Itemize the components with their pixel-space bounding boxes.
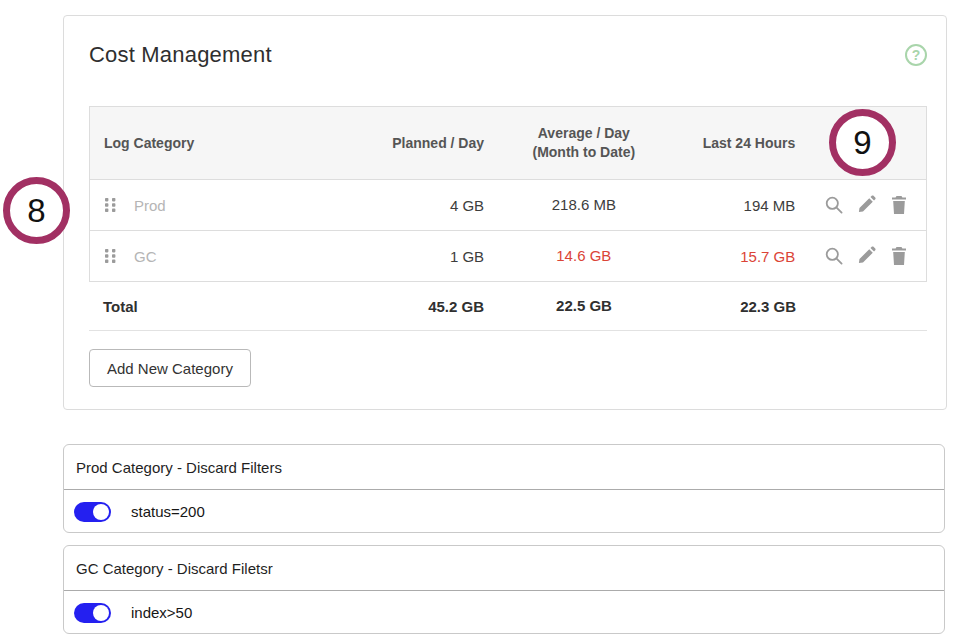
- prod-discard-filters-panel: Prod Category - Discard Filters status=2…: [63, 444, 945, 533]
- gc-discard-filters-panel: GC Category - Discard Filetsr index>50: [63, 545, 945, 634]
- table-header-row: Log Category Planned / Day Average / Day…: [89, 106, 927, 180]
- filter-expression: index>50: [131, 604, 192, 621]
- total-label: Total: [89, 298, 331, 315]
- toggle-switch[interactable]: [74, 603, 111, 623]
- col-header-average-line1: Average / Day: [484, 124, 684, 143]
- edit-pencil-icon[interactable]: [857, 195, 877, 215]
- planned-value: 1 GB: [331, 248, 484, 265]
- filter-expression: status=200: [131, 503, 205, 520]
- delete-trash-icon[interactable]: [890, 246, 910, 266]
- search-icon[interactable]: [824, 195, 844, 215]
- col-header-last24: Last 24 Hours: [684, 135, 796, 151]
- table-row-prod: Prod 4 GB 218.6 MB 194 MB: [89, 180, 927, 231]
- table-total-row: Total 45.2 GB 22.5 GB 22.3 GB: [89, 282, 927, 331]
- category-name: Prod: [134, 197, 166, 214]
- total-planned: 45.2 GB: [331, 298, 484, 315]
- col-header-average-line2: (Month to Date): [484, 143, 684, 162]
- add-new-category-button[interactable]: Add New Category: [89, 349, 251, 387]
- cost-table: Log Category Planned / Day Average / Day…: [89, 106, 927, 331]
- panel-title: Prod Category - Discard Filters: [64, 445, 944, 490]
- annotation-number: 8: [27, 192, 45, 230]
- planned-value: 4 GB: [331, 197, 484, 214]
- average-value: 218.6 MB: [484, 195, 684, 215]
- page-title: Cost Management: [89, 42, 272, 68]
- col-header-log-category: Log Category: [90, 135, 331, 151]
- table-row-gc: GC 1 GB 14.6 GB 15.7 GB: [89, 231, 927, 282]
- search-icon[interactable]: [824, 246, 844, 266]
- drag-handle-icon[interactable]: [104, 247, 117, 265]
- last24-value: 194 MB: [684, 197, 796, 214]
- drag-handle-icon[interactable]: [104, 196, 117, 214]
- annotation-circle-9: 9: [829, 109, 896, 176]
- annotation-number: 9: [853, 124, 871, 162]
- panel-title: GC Category - Discard Filetsr: [64, 546, 944, 591]
- col-header-average: Average / Day (Month to Date): [484, 124, 684, 162]
- help-glyph: ?: [912, 47, 921, 63]
- total-last24: 22.3 GB: [684, 298, 796, 315]
- last24-value-alert: 15.7 GB: [684, 248, 796, 265]
- cost-management-card: Cost Management ? Log Category Planned /…: [63, 15, 947, 410]
- toggle-knob: [93, 605, 109, 621]
- average-value-alert: 14.6 GB: [484, 246, 684, 266]
- annotation-circle-8: 8: [3, 177, 70, 244]
- help-icon[interactable]: ?: [905, 44, 927, 66]
- edit-pencil-icon[interactable]: [857, 246, 877, 266]
- col-header-planned: Planned / Day: [331, 135, 484, 151]
- total-average: 22.5 GB: [484, 296, 684, 316]
- toggle-knob: [93, 504, 109, 520]
- category-name: GC: [134, 248, 157, 265]
- delete-trash-icon[interactable]: [890, 195, 910, 215]
- toggle-switch[interactable]: [74, 502, 111, 522]
